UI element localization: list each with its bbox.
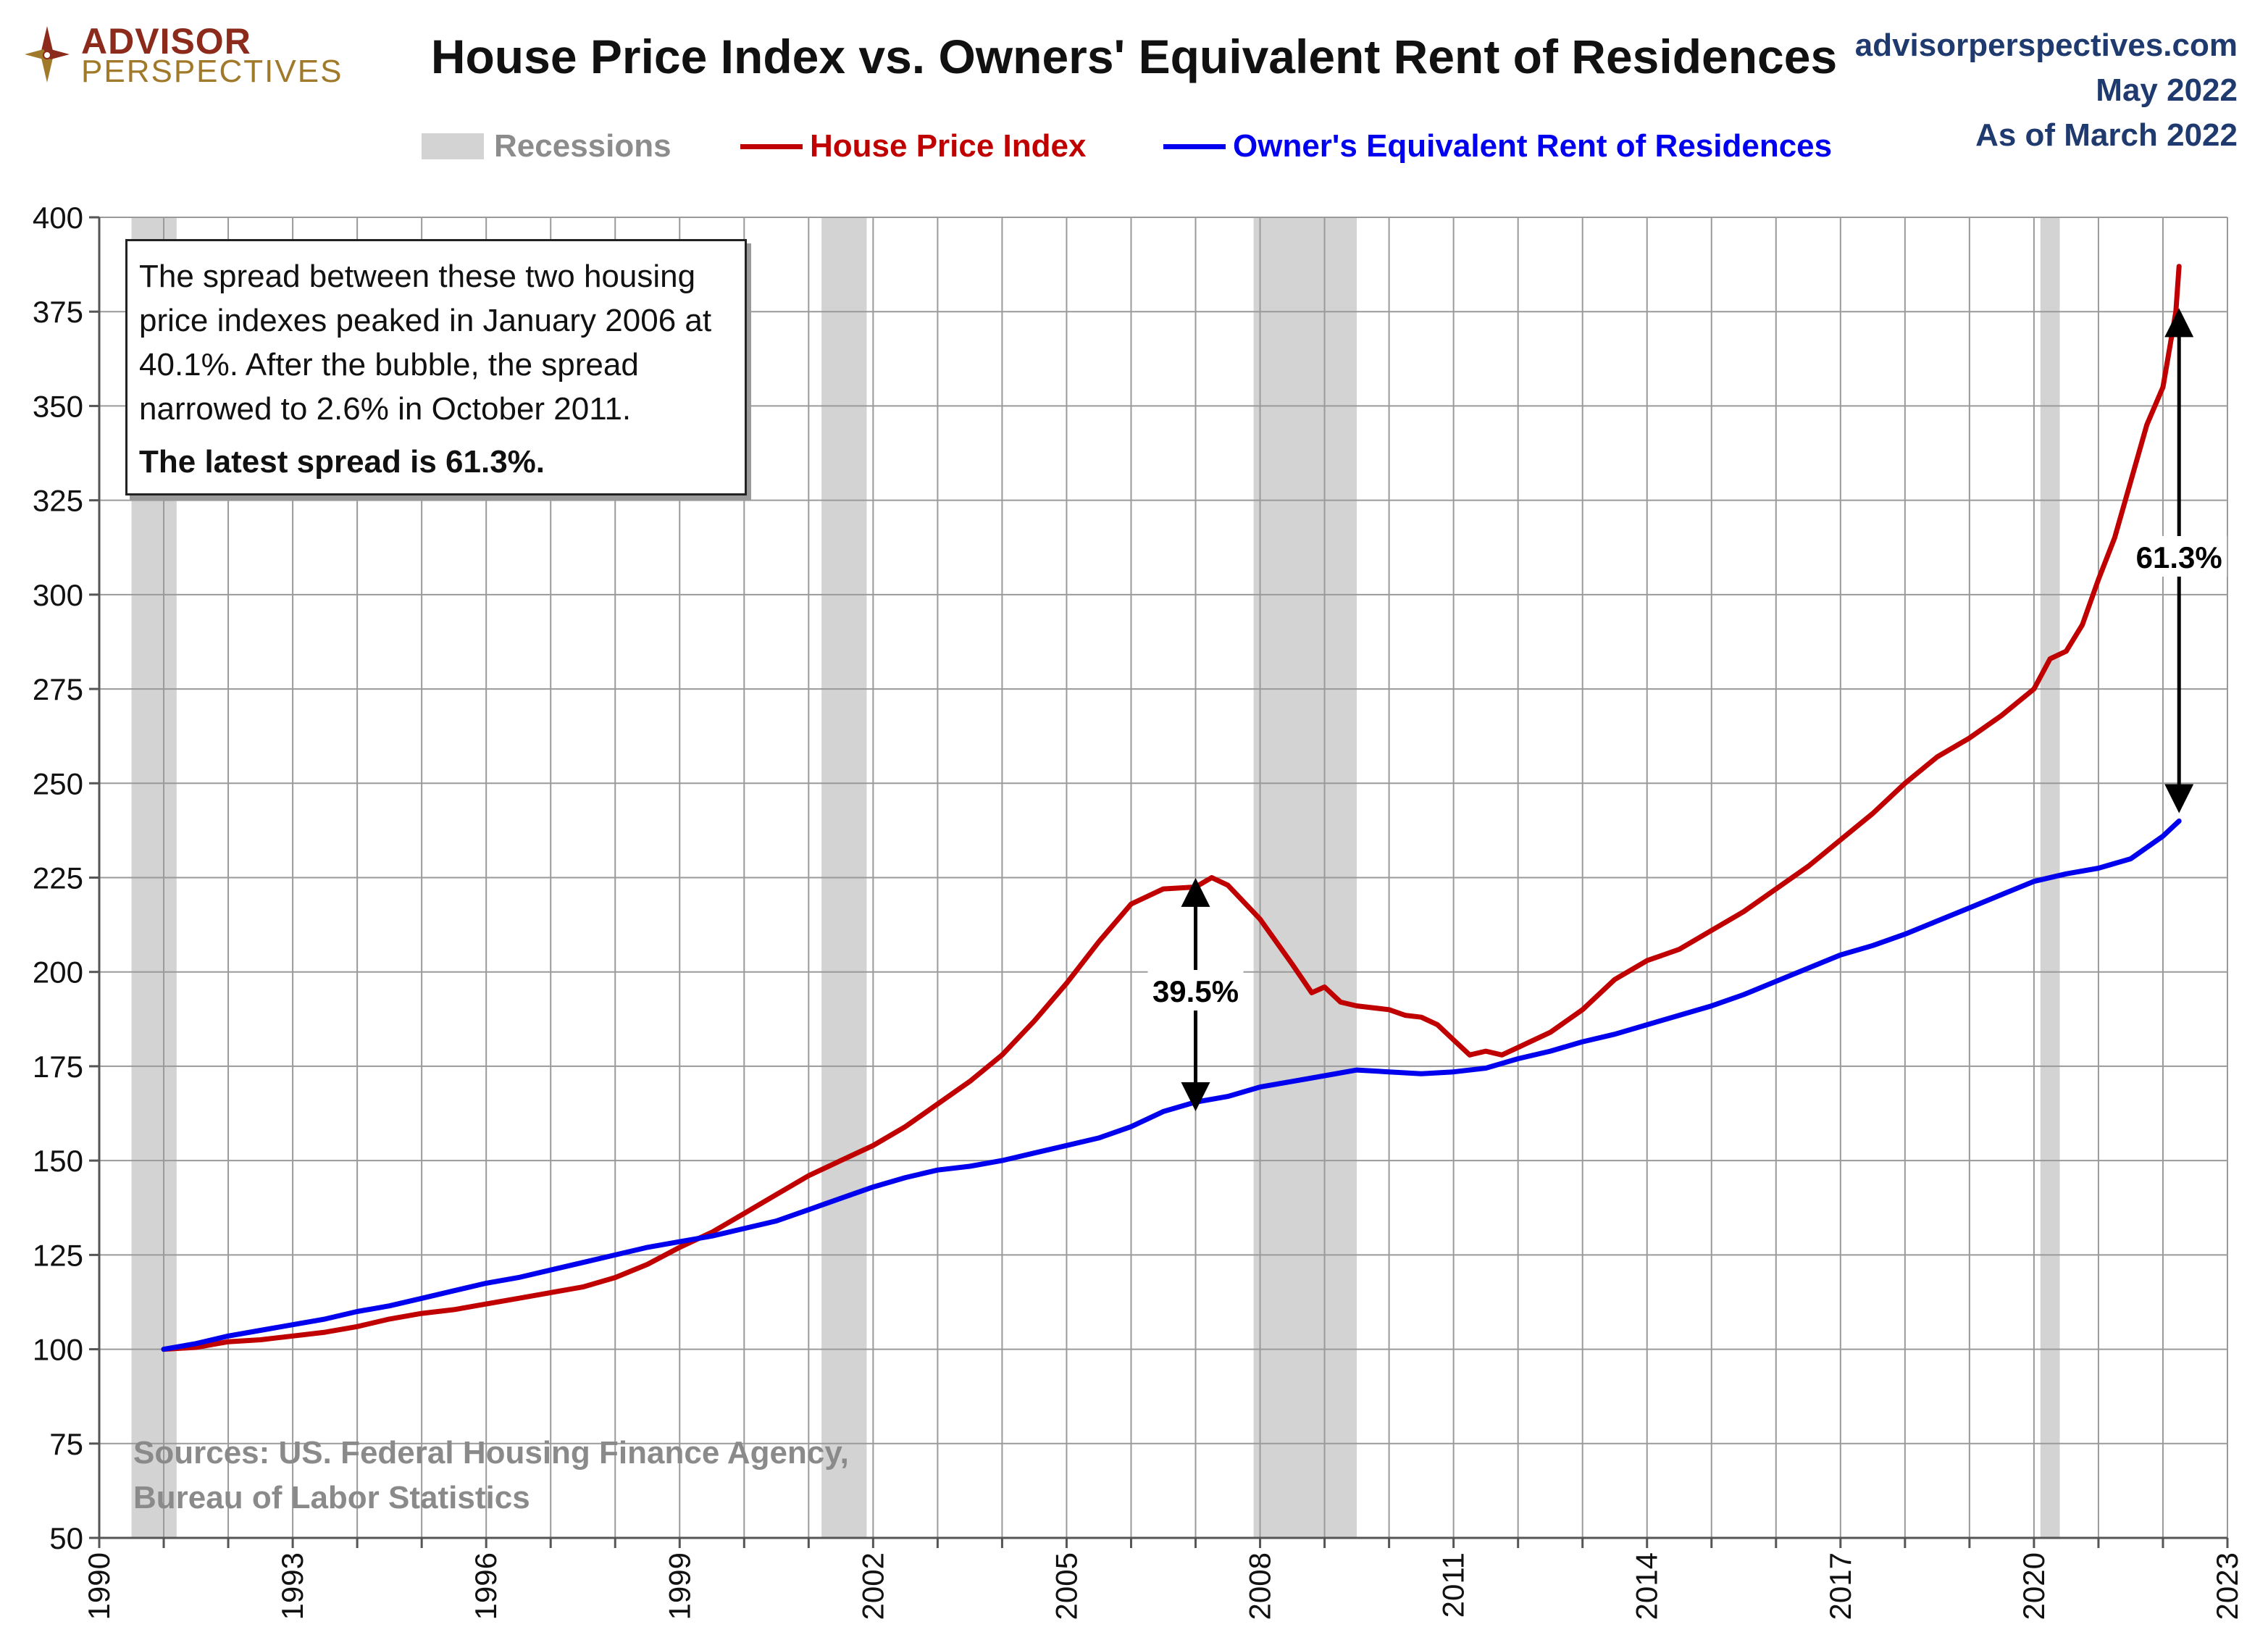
y-tick-label-200: 200	[33, 955, 83, 990]
spread-latest-label: 61.3%	[2136, 540, 2222, 574]
legend-hpi: House Price Index	[740, 125, 1086, 168]
x-tick-label-2023: 2023	[2210, 1552, 2244, 1620]
y-tick-label-150: 150	[33, 1144, 83, 1178]
y-tick-label-325: 325	[33, 484, 83, 518]
sources-line-1: Sources: US. Federal Housing Finance Age…	[133, 1435, 849, 1471]
y-tick-label-400: 400	[33, 201, 83, 235]
legend-oer-swatch	[1163, 143, 1226, 149]
y-tick-label-300: 300	[33, 578, 83, 612]
oer-series-line	[161, 818, 2182, 1352]
y-tick-label-250: 250	[33, 766, 83, 800]
spread-note-box: The spread between these two housing pri…	[125, 239, 747, 495]
note-line-2: price indexes peaked in January 2006 at	[139, 303, 712, 338]
legend-hpi-swatch	[740, 143, 803, 149]
x-tick-label-1990: 1990	[82, 1552, 116, 1620]
advisor-perspectives-logo: ADVISOR PERSPECTIVES	[22, 19, 343, 91]
x-tick-label-2020: 2020	[2017, 1552, 2051, 1620]
y-tick-label-275: 275	[33, 672, 83, 706]
x-tick-label-1993: 1993	[275, 1552, 309, 1620]
y-tick-label-375: 375	[33, 295, 83, 329]
legend-oer-label: Owner's Equivalent Rent of Residences	[1233, 128, 1833, 164]
x-tick-label-2008: 2008	[1243, 1552, 1277, 1620]
y-tick-label-350: 350	[33, 389, 83, 423]
hpi-series-line	[161, 264, 2182, 1352]
sources-note: Sources: US. Federal Housing Finance Age…	[133, 1431, 849, 1521]
as-of-date: As of March 2022	[1975, 117, 2238, 153]
brand-top: ADVISOR	[81, 21, 251, 62]
x-tick-label-1999: 1999	[662, 1552, 696, 1620]
y-tick-label-100: 100	[33, 1333, 83, 1367]
y-tick-label-125: 125	[33, 1238, 83, 1272]
spread-latest-label-bg	[2131, 535, 2227, 577]
y-tick-label-225: 225	[33, 861, 83, 895]
site-url: advisorperspectives.com	[1854, 28, 2238, 63]
x-tick-label-2017: 2017	[1823, 1552, 1857, 1620]
publish-date: May 2022	[2096, 72, 2238, 108]
spread-2007-label: 39.5%	[1152, 974, 1239, 1008]
x-tick-label-2011: 2011	[1436, 1552, 1470, 1618]
y-tick-label-75: 75	[49, 1427, 83, 1461]
chart-title: House Price Index vs. Owners' Equivalent…	[430, 30, 1838, 83]
note-line-3: 40.1%. After the bubble, the spread	[139, 347, 639, 382]
x-tick-label-2002: 2002	[855, 1552, 890, 1620]
note-line-1: The spread between these two housing	[139, 259, 696, 294]
sources-line-2: Bureau of Labor Statistics	[133, 1480, 530, 1515]
x-tick-label-1996: 1996	[469, 1552, 503, 1620]
compass-icon	[25, 26, 70, 83]
spread-2007-label-bg	[1147, 969, 1244, 1011]
x-tick-label-2005: 2005	[1049, 1552, 1083, 1620]
legend-recessions-swatch	[422, 133, 484, 159]
legend-hpi-label: House Price Index	[810, 128, 1087, 164]
legend-recessions: Recessions	[422, 125, 671, 168]
y-tick-label-175: 175	[33, 1050, 83, 1084]
legend-oer: Owner's Equivalent Rent of Residences	[1163, 125, 1832, 168]
note-latest-spread: The latest spread is 61.3%.	[139, 444, 545, 480]
x-tick-label-2014: 2014	[1630, 1552, 1664, 1620]
legend-recessions-label: Recessions	[494, 128, 671, 164]
y-tick-label-50: 50	[49, 1521, 83, 1555]
brand-bottom: PERSPECTIVES	[81, 54, 343, 89]
site-info: advisorperspectives.com May 2022 As of M…	[1855, 23, 2238, 158]
note-line-4: narrowed to 2.6% in October 2011.	[139, 391, 632, 427]
